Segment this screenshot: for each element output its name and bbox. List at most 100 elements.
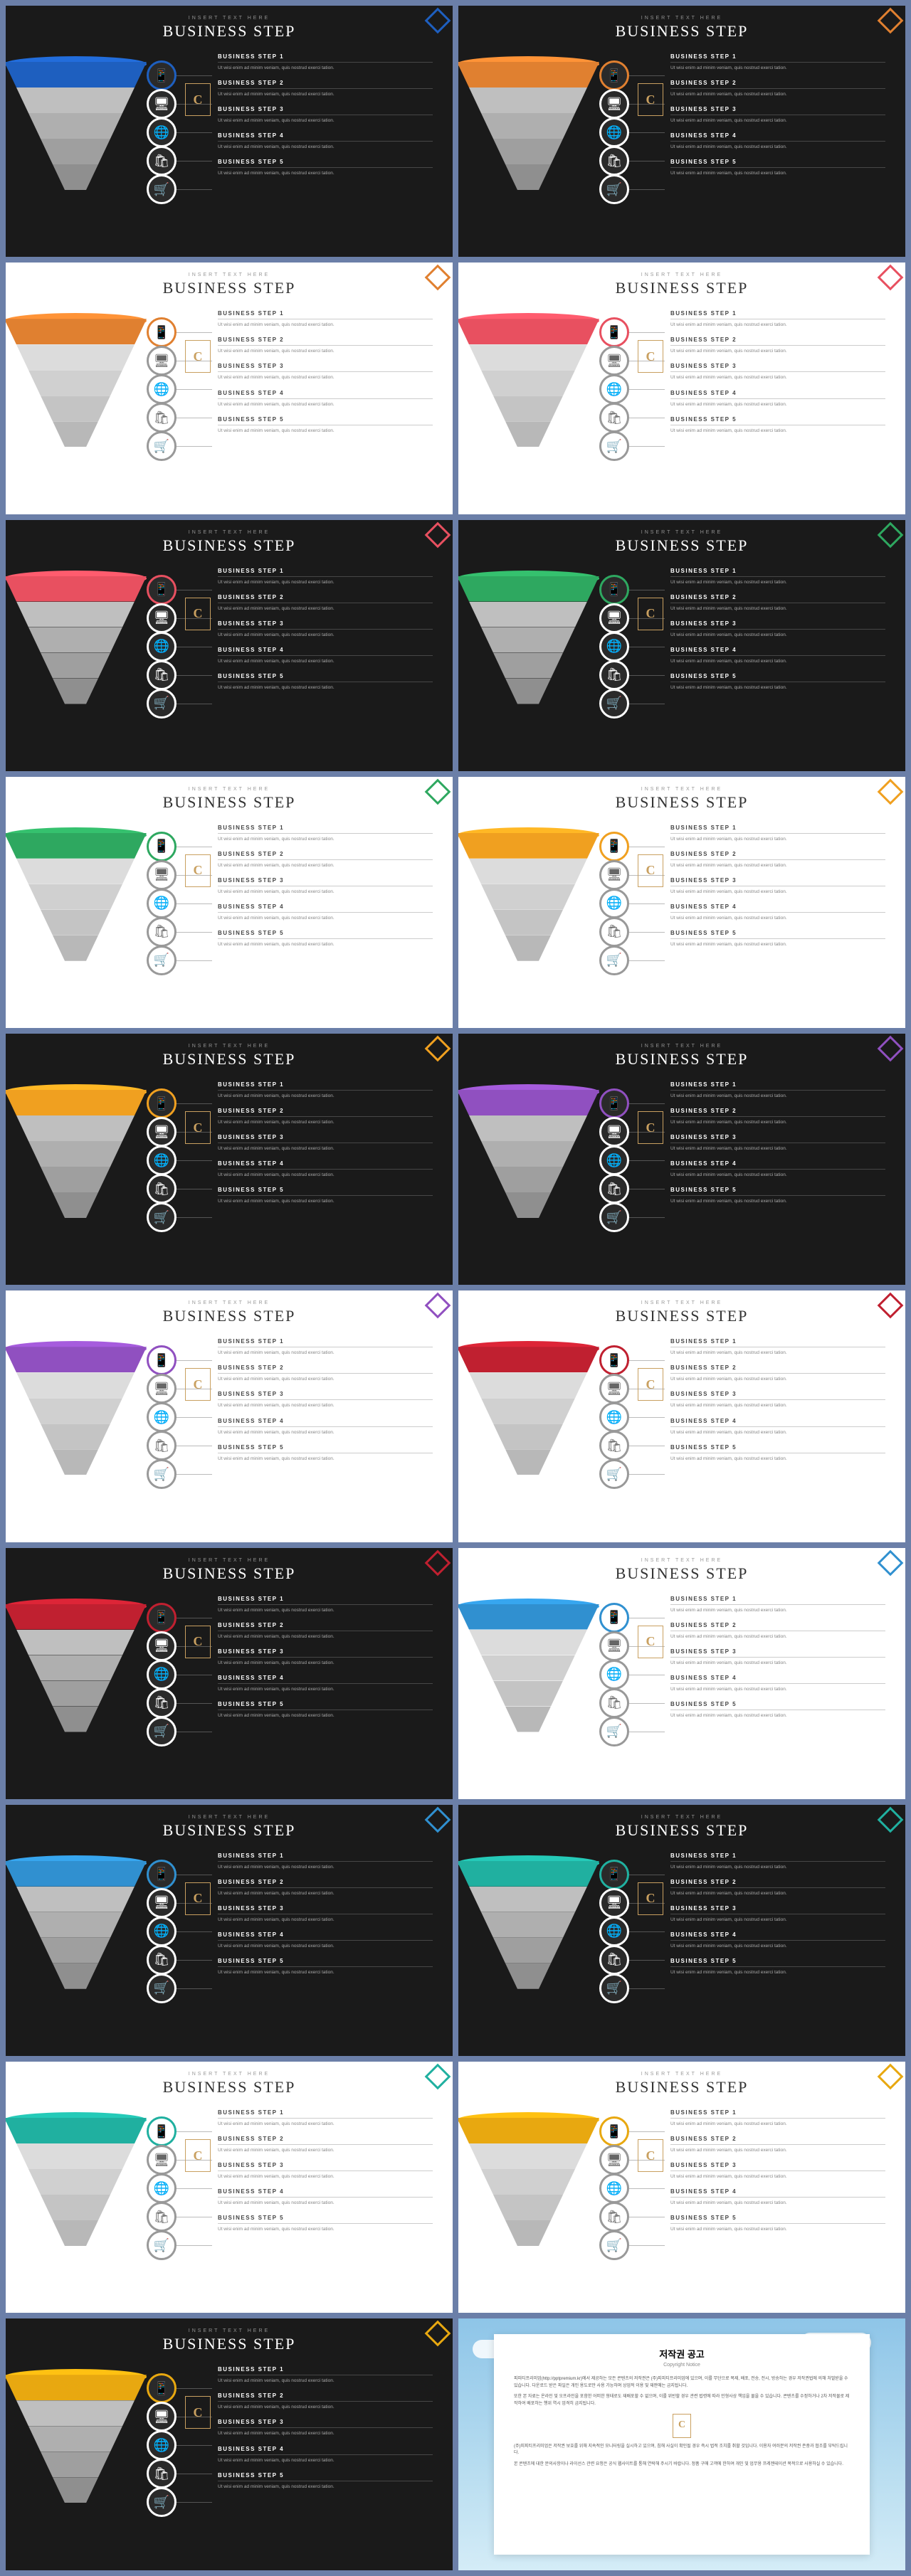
step-desc: Ut wisi enim ad minim veniam, quis nostr…	[670, 1607, 885, 1613]
divider	[670, 2170, 885, 2171]
funnel-diagram: 📱🖥🌐🛍🛒C	[11, 2360, 211, 2562]
logo-badge: C	[638, 83, 663, 116]
pretitle: INSERT TEXT HERE	[458, 1300, 905, 1305]
step-item-2: BUSINESS STEP 2Ut wisi enim ad minim ven…	[218, 2392, 433, 2410]
cone-layer-3	[481, 113, 575, 139]
step-desc: Ut wisi enim ad minim veniam, quis nostr…	[218, 1660, 433, 1666]
slide-content: 📱🖥🌐🛍🛒CBUSINESS STEP 1Ut wisi enim ad min…	[458, 41, 905, 249]
divider	[670, 833, 885, 834]
step-icon-circle-2: 🖥	[147, 2145, 177, 2175]
step-title: BUSINESS STEP 5	[218, 1187, 433, 1193]
cone-layer-1	[6, 1347, 147, 1372]
funnel-diagram: 📱🖥🌐🛍🛒C	[11, 48, 211, 249]
step-title: BUSINESS STEP 4	[218, 390, 433, 396]
divider	[218, 1683, 433, 1684]
divider	[218, 2197, 433, 2198]
step-title: BUSINESS STEP 2	[670, 851, 885, 857]
step-desc: Ut wisi enim ad minim veniam, quis nostr…	[218, 144, 433, 150]
step-icon-circle-4: 🛍	[599, 917, 629, 947]
step-title: BUSINESS STEP 5	[218, 1701, 433, 1707]
slide-12: INSERT TEXT HEREBUSINESS STEP📱🖥🌐🛍🛒CBUSIN…	[458, 1290, 905, 1542]
step-desc: Ut wisi enim ad minim veniam, quis nostr…	[670, 1686, 885, 1692]
step-desc: Ut wisi enim ad minim veniam, quis nostr…	[670, 1119, 885, 1125]
step-icon-circle-5: 🛒	[599, 1717, 629, 1747]
step-icon-circle-3: 🌐	[147, 2173, 177, 2203]
step-desc: Ut wisi enim ad minim veniam, quis nostr…	[218, 1890, 433, 1897]
step-icon-circle-1: 📱	[147, 1603, 177, 1633]
slide-header: INSERT TEXT HEREBUSINESS STEP	[6, 777, 453, 812]
step-desc: Ut wisi enim ad minim veniam, quis nostr…	[218, 836, 433, 842]
cone-layer-2	[16, 1115, 135, 1141]
cone-layer-1	[458, 1861, 599, 1887]
step-item-4: BUSINESS STEP 4Ut wisi enim ad minim ven…	[670, 1418, 885, 1436]
step-icon-circle-3: 🌐	[147, 632, 177, 662]
step-title: BUSINESS STEP 2	[670, 80, 885, 86]
step-desc: Ut wisi enim ad minim veniam, quis nostr…	[218, 1943, 433, 1949]
connector-line	[177, 332, 212, 333]
cone-layer-3	[481, 627, 575, 653]
step-icon-circle-3: 🌐	[599, 1145, 629, 1175]
step-item-2: BUSINESS STEP 2 Ut wisi enim ad minim ven…	[670, 1108, 885, 1125]
cone-layer-1	[6, 2118, 147, 2143]
step-desc: Ut wisi enim ad minim veniam, quis nostr…	[670, 374, 885, 381]
step-title: BUSINESS STEP 4	[218, 1931, 433, 1938]
divider	[670, 1090, 885, 1091]
divider	[218, 1169, 433, 1170]
slide-content: 📱🖥🌐🛍🛒CBUSINESS STEP 1Ut wisi enim ad min…	[6, 297, 453, 506]
step-item-2: BUSINESS STEP 2Ut wisi enim ad minim ven…	[670, 594, 885, 612]
step-item-2: BUSINESS STEP 2Ut wisi enim ad minim ven…	[670, 1879, 885, 1897]
cone-layer-4	[41, 2195, 110, 2220]
slide-grid: INSERT TEXT HEREBUSINESS STEP📱🖥🌐🛍🛒CBUSIN…	[6, 6, 905, 2570]
divider	[670, 576, 885, 577]
divider	[218, 2170, 433, 2171]
step-desc: Ut wisi enim ad minim veniam, quis nostr…	[670, 2226, 885, 2232]
cone-layer-4	[493, 1167, 563, 1192]
step-desc: Ut wisi enim ad minim veniam, quis nostr…	[670, 144, 885, 150]
connector-line	[629, 1160, 665, 1161]
divider	[218, 655, 433, 656]
cone-layer-1	[6, 62, 147, 88]
step-title: BUSINESS STEP 2	[218, 2136, 433, 2142]
step-desc: Ut wisi enim ad minim veniam, quis nostr…	[218, 1198, 433, 1204]
divider	[670, 938, 885, 939]
cone-layer-2	[469, 88, 587, 113]
pretitle: INSERT TEXT HERE	[6, 1815, 453, 1820]
step-desc: Ut wisi enim ad minim veniam, quis nostr…	[670, 941, 885, 948]
slide-header: INSERT TEXT HEREBUSINESS STEP	[6, 2062, 453, 2097]
step-title: BUSINESS STEP 5	[218, 2472, 433, 2479]
cone-layer-3	[481, 1398, 575, 1424]
funnel-diagram: 📱🖥🌐🛍🛒C	[464, 1590, 663, 1791]
step-list: BUSINESS STEP 1Ut wisi enim ad minim ven…	[211, 2360, 433, 2562]
pretitle: INSERT TEXT HERE	[458, 16, 905, 21]
step-item-5: BUSINESS STEP 5Ut wisi enim ad minim ven…	[218, 930, 433, 948]
step-title: BUSINESS STEP 3	[670, 2162, 885, 2168]
step-title: BUSINESS STEP 1	[670, 310, 885, 317]
step-desc: Ut wisi enim ad minim veniam, quis nostr…	[218, 1969, 433, 1976]
slide-title: BUSINESS STEP	[458, 1821, 905, 1840]
step-item-3: BUSINESS STEP 3Ut wisi enim ad minim ven…	[218, 2419, 433, 2437]
step-title: BUSINESS STEP 2	[670, 1879, 885, 1885]
cone-layer-1	[6, 1090, 147, 1115]
step-desc: Ut wisi enim ad minim veniam, quis nostr…	[670, 632, 885, 638]
step-title: BUSINESS STEP 2	[670, 1108, 885, 1114]
step-list: BUSINESS STEP 1Ut wisi enim ad minim ven…	[663, 562, 885, 763]
logo-badge: C	[185, 1111, 211, 1144]
cone-layer-5	[505, 1963, 551, 1989]
step-icon-circle-3: 🌐	[147, 1145, 177, 1175]
step-desc: Ut wisi enim ad minim veniam, quis nostr…	[670, 1350, 885, 1356]
step-icon-circle-3: 🌐	[147, 889, 177, 918]
slide-title: BUSINESS STEP	[6, 1050, 453, 1069]
slide-header: INSERT TEXT HEREBUSINESS STEP	[458, 263, 905, 297]
step-icon-circle-3: 🌐	[147, 1660, 177, 1690]
step-icon-circle-2: 🖥	[599, 860, 629, 890]
step-title: BUSINESS STEP 2	[218, 1879, 433, 1885]
cone-layer-1	[6, 833, 147, 859]
step-title: BUSINESS STEP 5	[218, 159, 433, 165]
logo-badge: C	[638, 340, 663, 373]
cone-layer-2	[16, 2143, 135, 2169]
step-item-4: BUSINESS STEP 4Ut wisi enim ad minim ven…	[670, 2188, 885, 2206]
funnel-diagram: 📱🖥🌐🛍🛒C	[11, 1076, 211, 1277]
step-icon-circle-4: 🛍	[147, 2459, 177, 2488]
step-desc: Ut wisi enim ad minim veniam, quis nostr…	[670, 170, 885, 176]
step-list: BUSINESS STEP 1Ut wisi enim ad minim ven…	[211, 48, 433, 249]
